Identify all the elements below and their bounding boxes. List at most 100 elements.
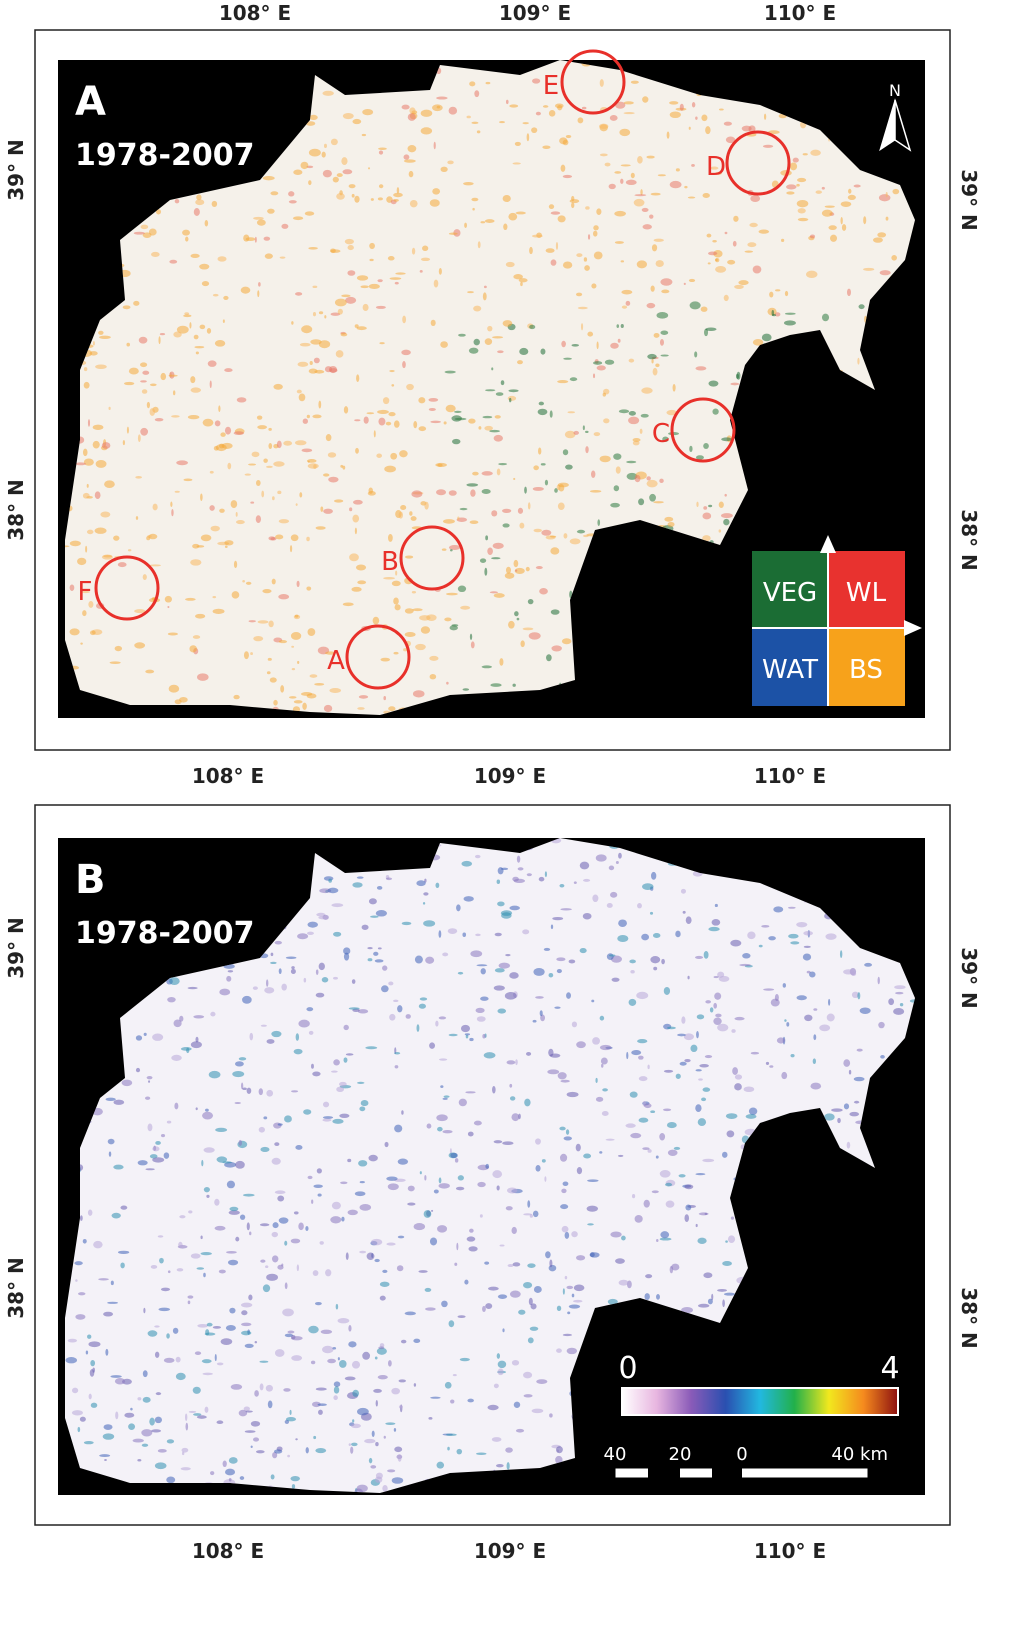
texture-patch [458, 333, 466, 337]
texture-patch [526, 133, 530, 142]
texture-patch [175, 1372, 186, 1381]
texture-patch [260, 1146, 270, 1153]
texture-patch [396, 1265, 404, 1272]
texture-patch [620, 260, 625, 263]
texture-patch [375, 1442, 379, 1447]
texture-patch [551, 645, 562, 652]
texture-patch [550, 259, 557, 266]
texture-patch [513, 1401, 521, 1408]
texture-patch [591, 470, 596, 478]
texture-patch [786, 191, 795, 195]
texture-patch [587, 234, 591, 240]
texture-patch [482, 292, 487, 301]
texture-patch [587, 331, 594, 337]
texture-patch [335, 1303, 339, 1310]
texture-patch [567, 1311, 571, 1315]
texture-patch [604, 162, 611, 167]
texture-patch [233, 694, 240, 700]
texture-patch [403, 159, 416, 163]
texture-patch [473, 305, 482, 312]
texture-patch [411, 247, 416, 255]
texture-patch [495, 392, 504, 396]
texture-patch [368, 1154, 378, 1162]
colorbar-max: 4 [880, 1351, 899, 1386]
texture-patch [216, 1362, 224, 1366]
texture-patch [295, 1033, 300, 1041]
texture-patch [734, 1074, 743, 1080]
texture-patch [540, 463, 546, 466]
texture-patch [470, 950, 483, 958]
texture-patch [233, 560, 238, 569]
texture-patch [268, 443, 273, 450]
texture-patch [397, 1454, 402, 1462]
texture-patch [92, 440, 100, 449]
texture-patch [133, 300, 140, 306]
texture-patch [721, 437, 733, 442]
texture-patch [311, 1063, 314, 1069]
texture-patch [340, 1181, 348, 1185]
texture-patch [652, 933, 661, 939]
texture-patch [493, 1383, 499, 1389]
texture-patch [497, 901, 505, 907]
texture-patch [150, 1264, 158, 1269]
texture-patch [111, 1212, 121, 1219]
texture-patch [362, 303, 369, 312]
texture-patch [295, 292, 303, 296]
texture-patch [642, 883, 654, 890]
texture-patch [87, 1209, 93, 1216]
texture-patch [168, 374, 178, 377]
texture-patch [453, 229, 461, 237]
texture-patch [265, 979, 269, 987]
texture-patch [559, 1153, 568, 1162]
texture-patch [494, 415, 501, 419]
texture-patch [484, 338, 493, 345]
texture-patch [330, 138, 338, 146]
texture-patch [527, 598, 534, 605]
texture-patch [815, 190, 822, 194]
texture-patch [382, 1269, 388, 1273]
texture-patch [407, 1202, 416, 1206]
texture-patch [248, 620, 256, 623]
longitude-label: 110° E [754, 764, 826, 788]
texture-patch [722, 1261, 732, 1266]
texture-patch [681, 1016, 686, 1024]
texture-patch [610, 891, 618, 898]
texture-patch [393, 597, 399, 605]
texture-patch [402, 361, 406, 369]
north-label: N [889, 81, 901, 100]
texture-patch [291, 966, 295, 970]
texture-patch [216, 1156, 228, 1163]
texture-patch [284, 1333, 293, 1338]
texture-patch [614, 171, 622, 174]
texture-patch [281, 1263, 284, 1267]
texture-patch [425, 1307, 436, 1311]
texture-patch [412, 690, 425, 698]
texture-patch [315, 992, 325, 998]
texture-patch [266, 1273, 278, 1281]
texture-patch [333, 1059, 340, 1066]
texture-patch [533, 465, 539, 471]
texture-patch [394, 1124, 403, 1133]
texture-patch [531, 1408, 544, 1414]
texture-patch [390, 452, 398, 460]
texture-patch [75, 1314, 86, 1320]
texture-patch [170, 501, 173, 507]
texture-patch [703, 506, 708, 510]
texture-patch [174, 490, 180, 493]
texture-patch [524, 1098, 531, 1107]
texture-patch [254, 1341, 258, 1344]
texture-patch [515, 211, 526, 215]
texture-patch [255, 515, 262, 523]
texture-patch [502, 320, 513, 327]
texture-patch [381, 985, 389, 993]
texture-patch [285, 1417, 297, 1422]
site-circle [670, 397, 736, 463]
texture-patch [264, 253, 273, 259]
texture-patch [482, 1305, 486, 1313]
texture-patch [195, 613, 206, 619]
texture-patch [180, 1047, 192, 1051]
texture-patch [98, 1278, 109, 1281]
texture-patch [443, 421, 447, 425]
texture-patch [638, 1076, 648, 1082]
texture-patch [453, 410, 462, 413]
